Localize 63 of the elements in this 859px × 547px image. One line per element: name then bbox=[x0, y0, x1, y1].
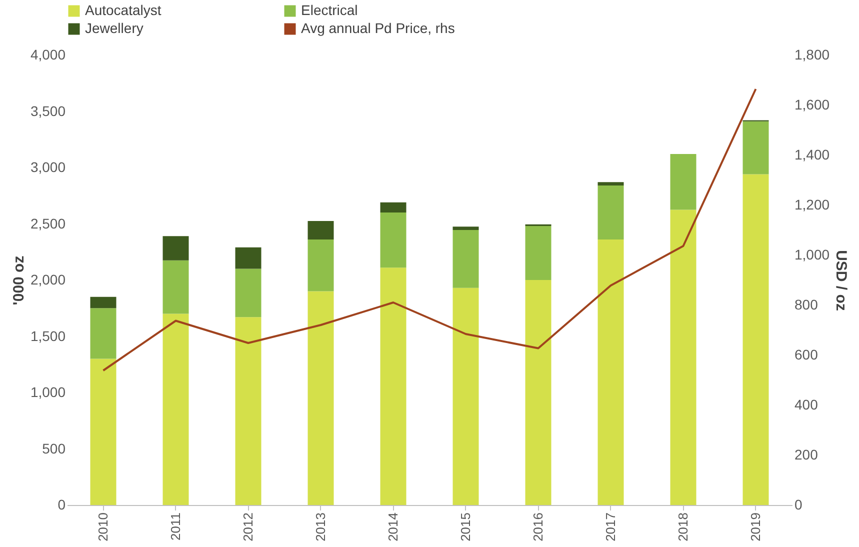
y2-tick-label: 0 bbox=[794, 496, 802, 512]
bar bbox=[308, 240, 334, 292]
y-tick-label: 2,500 bbox=[30, 215, 66, 232]
x-tick-label: 2014 bbox=[385, 512, 400, 542]
legend-label: Electrical bbox=[301, 2, 358, 18]
bar bbox=[308, 220, 334, 240]
bar bbox=[525, 280, 552, 505]
bar bbox=[162, 260, 189, 314]
x-tick-label: 2010 bbox=[95, 512, 110, 542]
y-tick-label: 2,000 bbox=[30, 272, 66, 288]
bar bbox=[380, 268, 406, 505]
x-tick-label: 2012 bbox=[240, 512, 256, 542]
y-tick-label: 4,000 bbox=[30, 46, 66, 62]
x-tick-label: 2018 bbox=[675, 512, 690, 542]
y2-tick-label: 1,600 bbox=[794, 96, 830, 112]
legend-label: Jewellery bbox=[85, 20, 144, 36]
bar bbox=[742, 121, 769, 174]
bar bbox=[598, 240, 624, 505]
y-tick-label: 500 bbox=[42, 440, 66, 456]
bar bbox=[452, 226, 479, 230]
y-tick-label: 1,000 bbox=[30, 384, 66, 400]
bar bbox=[235, 317, 262, 505]
bar bbox=[525, 226, 552, 280]
y2-tick-label: 800 bbox=[794, 296, 818, 312]
bar bbox=[90, 296, 116, 308]
x-tick-label: 2011 bbox=[168, 512, 183, 540]
bar bbox=[90, 358, 116, 505]
y-tick-label: 3,000 bbox=[30, 159, 66, 175]
bar bbox=[598, 182, 624, 186]
bar bbox=[452, 288, 479, 505]
y2-tick-label: 1,000 bbox=[794, 246, 830, 262]
bar bbox=[90, 308, 116, 359]
line-series bbox=[102, 88, 757, 372]
y2-tick-label: 400 bbox=[794, 396, 818, 412]
x-tick-label: 2013 bbox=[312, 512, 328, 542]
bar bbox=[598, 186, 624, 240]
bar bbox=[670, 210, 696, 505]
y2-tick-label: 200 bbox=[794, 446, 818, 462]
bar bbox=[235, 268, 262, 318]
x-tick-label: 2019 bbox=[748, 512, 763, 542]
y2-tick-label: 1,400 bbox=[794, 146, 830, 162]
y-tick-label: 0 bbox=[58, 496, 66, 512]
y-axis-title: '000 oz bbox=[10, 256, 28, 306]
bar bbox=[452, 230, 479, 288]
y-tick-label: 3,500 bbox=[30, 102, 66, 119]
y2-tick-label: 600 bbox=[794, 346, 818, 362]
x-tick-label: 2017 bbox=[602, 512, 618, 542]
x-tick-label: 2016 bbox=[530, 512, 546, 542]
bar bbox=[670, 154, 696, 210]
bar bbox=[308, 291, 334, 505]
bar bbox=[235, 247, 262, 269]
y2-axis-title: USD / oz bbox=[832, 250, 850, 311]
bar bbox=[742, 174, 769, 505]
bar bbox=[380, 202, 406, 212]
legend-label: Autocatalyst bbox=[85, 2, 162, 18]
bar bbox=[162, 236, 189, 260]
legend-label: Avg annual Pd Price, rhs bbox=[301, 20, 455, 36]
y2-tick-label: 1,200 bbox=[794, 196, 830, 212]
y2-tick-label: 1,800 bbox=[794, 46, 830, 62]
x-tick-label: 2015 bbox=[458, 512, 473, 542]
bar bbox=[162, 314, 189, 505]
bar bbox=[380, 212, 406, 268]
y-tick-label: 1,500 bbox=[30, 328, 66, 344]
